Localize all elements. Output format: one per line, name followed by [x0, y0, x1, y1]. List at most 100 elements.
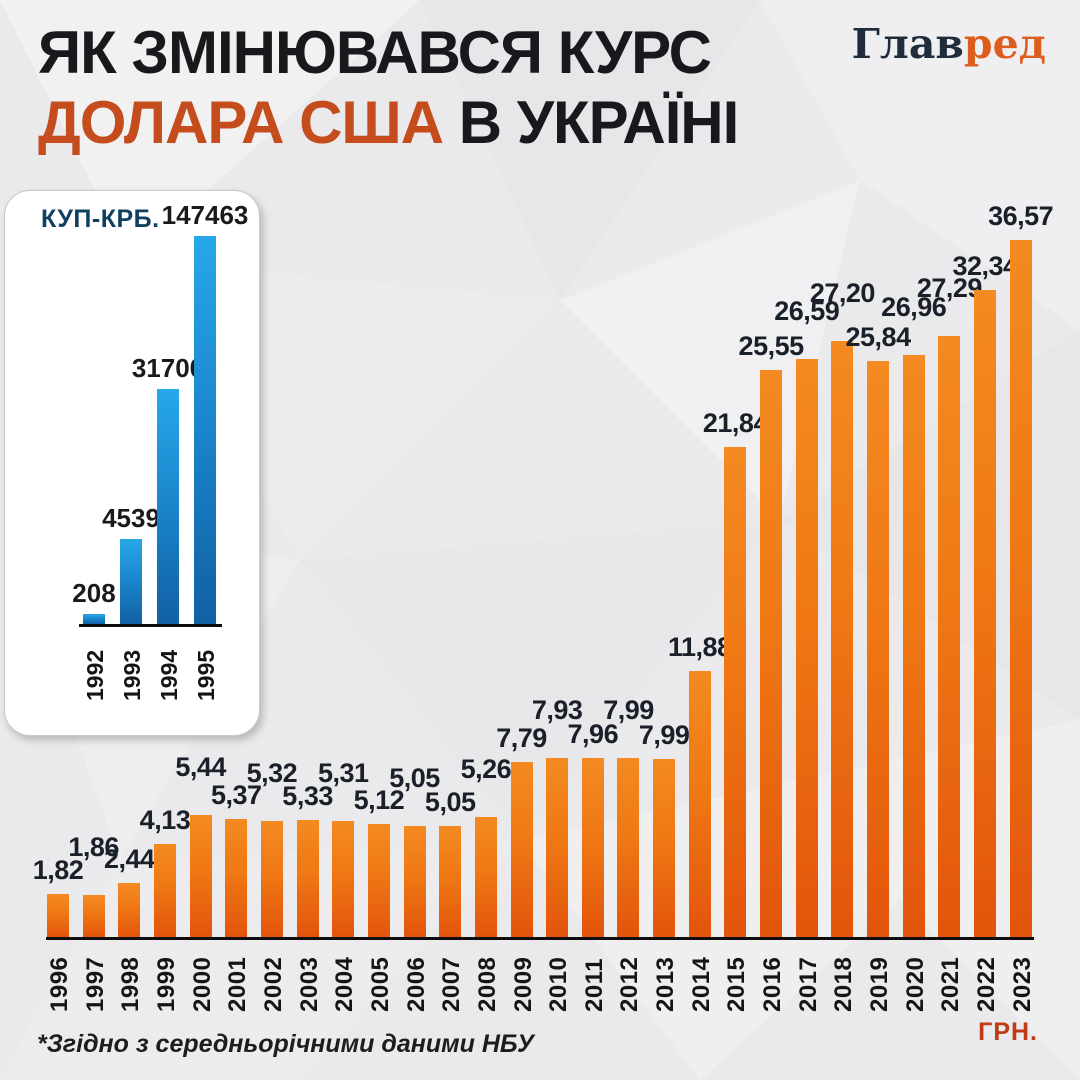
currency-unit-label: ГРН.	[978, 1018, 1038, 1046]
bar-value-label-2020: 26,96	[881, 292, 947, 322]
x-tick-2012: 2012	[616, 956, 644, 1012]
bar-2012	[617, 758, 640, 937]
inset-bar-1994	[157, 389, 179, 624]
x-tick-2006: 2006	[402, 956, 430, 1012]
bar-1999	[153, 844, 176, 937]
bar-2021	[938, 336, 961, 937]
bar-value-label-1996: 1,82	[32, 855, 84, 885]
bar-value-label-2018: 27,20	[809, 278, 876, 308]
bar-value-label-2019: 25,84	[845, 322, 912, 352]
bar-2003	[296, 820, 319, 937]
bar-2015	[724, 447, 747, 937]
inset-bar-value-label-1994: 31700	[131, 353, 205, 383]
bar-value-label-1999: 4,13	[139, 805, 191, 835]
bar-2009	[510, 762, 533, 937]
bar-value-label-2009: 7,79	[496, 723, 547, 753]
bar-1997	[82, 895, 105, 937]
x-tick-2013: 2013	[652, 956, 680, 1012]
title-line-2: ДОЛАРА США В УКРАЇНІ	[38, 89, 739, 156]
title-accent: ДОЛАРА США	[38, 89, 444, 156]
x-tick-1999: 1999	[152, 956, 180, 1012]
x-tick-2002: 2002	[259, 956, 287, 1012]
bar-value-label-2008: 5,26	[460, 754, 512, 784]
inset-bar-1993	[120, 539, 142, 624]
bar-2007	[439, 826, 462, 937]
x-tick-2016: 2016	[759, 956, 787, 1012]
bar-value-label-2005: 5,12	[353, 785, 405, 815]
bar-2010	[546, 758, 569, 937]
bar-value-label-2013: 7,99	[638, 720, 690, 750]
inset-x-tick-1992: 1992	[82, 649, 108, 701]
inset-bar-value-label-1995: 147463	[161, 200, 249, 230]
x-tick-2018: 2018	[830, 956, 858, 1012]
x-tick-2008: 2008	[473, 956, 501, 1012]
title-line-1: ЯК ЗМІНЮВАВСЯ КУРС	[38, 19, 712, 86]
bar-2004	[332, 821, 355, 937]
bar-2006	[403, 826, 426, 937]
bar-value-label-2010: 7,93	[531, 695, 583, 725]
bar-value-label-1997: 1,86	[68, 832, 119, 862]
x-tick-1997: 1997	[81, 956, 109, 1012]
glavred-logo: Главред	[851, 20, 1046, 68]
inset-bar-1992	[83, 614, 105, 624]
x-tick-2010: 2010	[545, 956, 573, 1012]
bar-2022	[974, 290, 997, 937]
bar-value-label-2004: 5,31	[317, 758, 369, 788]
bar-2002	[260, 821, 283, 937]
bar-value-label-2001: 5,37	[210, 780, 262, 810]
main-x-axis	[46, 937, 1034, 940]
x-tick-1996: 1996	[46, 956, 73, 1012]
inset-x-tick-1994: 1994	[156, 649, 182, 701]
inset-x-tick-1995: 1995	[193, 649, 219, 701]
bar-value-label-2006: 5,05	[389, 763, 440, 793]
bar-value-label-2022: 32,34	[952, 251, 1018, 281]
bar-value-label-2012: 7,99	[603, 695, 654, 725]
logo-accent: ред	[963, 20, 1046, 68]
bar-value-label-2003: 5,33	[282, 781, 333, 811]
x-tick-2007: 2007	[438, 956, 466, 1012]
bar-value-label-2007: 5,05	[424, 787, 476, 817]
x-tick-2019: 2019	[866, 956, 894, 1012]
bar-2016	[760, 370, 783, 937]
bar-2014	[688, 671, 711, 937]
inset-unit-label: КУП-КРБ.	[41, 205, 160, 233]
x-tick-2014: 2014	[687, 956, 715, 1012]
inset-x-tick-1993: 1993	[119, 649, 145, 701]
bar-1996	[47, 894, 69, 937]
bar-value-label-2002: 5,32	[246, 758, 298, 788]
bar-2023	[1009, 240, 1032, 937]
bar-2018	[831, 341, 854, 937]
x-tick-2001: 2001	[224, 956, 252, 1012]
source-footnote: *Згідно з середньорічними даними НБУ	[37, 1030, 534, 1058]
x-tick-2005: 2005	[366, 956, 394, 1012]
inset-bar-value-label-1993: 4539	[102, 503, 160, 533]
x-tick-2022: 2022	[973, 956, 1001, 1012]
bar-2020	[902, 355, 925, 937]
x-tick-2020: 2020	[901, 956, 929, 1012]
inset-bar-1995	[194, 236, 216, 624]
bar-value-label-2016: 25,55	[738, 331, 805, 361]
bar-value-label-2015: 21,84	[702, 408, 769, 438]
bar-value-label-2000: 5,44	[175, 752, 226, 782]
bar-value-label-2017: 26,59	[774, 296, 840, 326]
x-tick-2004: 2004	[331, 956, 359, 1012]
x-tick-2017: 2017	[794, 956, 822, 1012]
x-tick-2009: 2009	[509, 956, 537, 1012]
bar-2000	[189, 815, 212, 937]
page-title: ЯК ЗМІНЮВАВСЯ КУРС ДОЛАРА США В УКРАЇНІ	[38, 18, 739, 158]
bar-value-label-2014: 11,88	[667, 632, 732, 662]
x-tick-2015: 2015	[723, 956, 751, 1012]
bar-2017	[795, 359, 818, 937]
x-tick-2021: 2021	[937, 956, 965, 1012]
inset-bar-value-label-1992: 208	[72, 578, 116, 608]
bar-2013	[653, 759, 676, 937]
x-tick-2011: 2011	[580, 957, 608, 1012]
inset-chart-card: КУП-КРБ. 208 1992 4539 1993 31700 1994 147463 1…	[4, 190, 260, 736]
bar-2019	[867, 361, 890, 937]
bar-2001	[225, 819, 248, 937]
x-tick-2003: 2003	[295, 956, 323, 1012]
bar-value-label-2023: 36,57	[988, 201, 1054, 231]
bar-value-label-2011: 7,96	[567, 719, 619, 749]
bar-1998	[118, 883, 141, 937]
